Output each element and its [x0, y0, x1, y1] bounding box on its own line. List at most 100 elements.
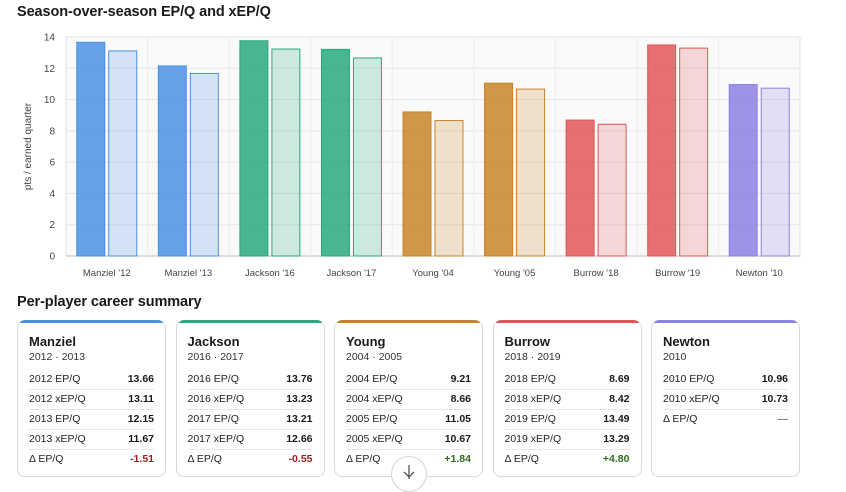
y-tick-label: 4	[49, 189, 55, 200]
stat-row: 2019 EP/Q 13.49	[504, 410, 630, 430]
stat-label: 2004 xEP/Q	[346, 393, 403, 405]
stat-label: 2010 xEP/Q	[663, 393, 720, 405]
stat-value: 12.66	[286, 433, 313, 445]
card-accent-bar	[18, 320, 165, 323]
stat-row: Δ EP/Q +4.80	[505, 450, 630, 469]
card-years: 2010	[663, 351, 687, 363]
y-axis-label: pts / earned quarter	[23, 102, 34, 190]
x-tick-label: Jackson '17	[327, 268, 377, 279]
x-tick-label: Manziel '12	[83, 268, 131, 279]
card-years: 2012 · 2013	[29, 351, 86, 363]
card-stat-list: 2010 EP/Q 10.96 2010 xEP/Q 10.73 Δ EP/Q —	[663, 370, 788, 429]
card-player-name: Burrow	[504, 334, 551, 349]
stat-label: 2019 xEP/Q	[504, 433, 562, 445]
bar-epq	[402, 111, 432, 257]
card-player-name: Young	[346, 334, 386, 349]
stat-row: 2016 EP/Q 13.76	[187, 370, 313, 390]
stat-label: 2004 EP/Q	[346, 373, 398, 385]
stat-value: +1.84	[444, 453, 471, 465]
stat-label: 2017 EP/Q	[187, 413, 239, 425]
stat-label: 2005 EP/Q	[346, 413, 398, 425]
stat-value: 13.66	[127, 373, 154, 385]
card-player-name: Newton	[663, 334, 710, 349]
stat-value: 9.21	[450, 373, 471, 385]
card-stat-list: 2016 EP/Q 13.76 2016 xEP/Q 13.23 2017 EP/Q 13…	[187, 370, 313, 469]
card-stat-list: 2018 EP/Q 8.69 2018 xEP/Q 8.42 2019 EP/Q 13.4…	[504, 370, 630, 469]
x-tick-label: Newton '10	[736, 268, 783, 279]
card-stat-list: 2004 EP/Q 9.21 2004 xEP/Q 8.66 2005 EP/Q 11.0…	[346, 370, 471, 469]
stat-row: 2012 EP/Q 13.66	[29, 370, 154, 390]
stat-label: 2013 xEP/Q	[29, 433, 86, 445]
stat-value: 8.66	[450, 393, 471, 405]
stat-label: Δ EP/Q	[663, 413, 698, 425]
stat-row: 2004 EP/Q 9.21	[346, 370, 471, 390]
bar-xepq	[679, 47, 709, 257]
bar-xepq	[597, 123, 627, 257]
stat-row: 2017 EP/Q 13.21	[187, 410, 313, 430]
stat-row: 2013 EP/Q 12.15	[29, 410, 154, 430]
card-accent-bar	[652, 320, 799, 323]
card-accent-bar	[176, 320, 324, 323]
stat-row: 2010 EP/Q 10.96	[663, 370, 788, 390]
bar-xepq	[108, 50, 138, 257]
stat-label: 2012 EP/Q	[29, 373, 81, 385]
x-tick-label: Manziel '13	[164, 268, 212, 279]
stat-value: 13.23	[286, 393, 313, 405]
stat-value: 13.21	[286, 413, 313, 425]
stat-value: 10.96	[761, 373, 788, 385]
x-tick-label: Young '05	[494, 268, 536, 279]
bar-epq	[239, 40, 269, 257]
x-tick-label: Burrow '19	[655, 268, 700, 279]
y-tick-label: 2	[49, 220, 55, 231]
stat-label: 2019 EP/Q	[504, 413, 556, 425]
x-tick-label: Burrow '18	[574, 268, 619, 279]
bar-epq	[76, 41, 106, 257]
plot-area	[65, 36, 801, 257]
y-tick-label: 14	[44, 33, 56, 44]
stat-value: 13.11	[128, 393, 154, 405]
player-card-young: Young 2004 · 2005 2004 EP/Q 9.21 2004 xEP/Q 8…	[334, 320, 483, 477]
stat-row: 2016 xEP/Q 13.23	[187, 390, 313, 410]
stat-value: 10.67	[444, 433, 471, 445]
stat-label: 2012 xEP/Q	[29, 393, 86, 405]
stat-label: 2018 EP/Q	[504, 373, 556, 385]
stat-value: 8.42	[609, 393, 630, 405]
stat-value: 13.49	[603, 413, 630, 425]
card-stat-list: 2012 EP/Q 13.66 2012 xEP/Q 13.11 2013 EP/Q 12…	[29, 370, 154, 469]
stat-label: Δ EP/Q	[29, 453, 64, 465]
stat-row: 2004 xEP/Q 8.66	[346, 390, 471, 410]
card-player-name: Jackson	[187, 334, 240, 349]
stat-row: 2005 xEP/Q 10.67	[346, 430, 471, 450]
bar-epq	[565, 119, 595, 257]
stat-label: Δ EP/Q	[187, 453, 222, 465]
stat-label: 2017 xEP/Q	[187, 433, 245, 445]
player-card-newton: Newton 2010 2010 EP/Q 10.96 2010 xEP/Q 10.73 Δ…	[651, 320, 800, 477]
stat-value: 13.29	[603, 433, 630, 445]
stat-row: 2018 xEP/Q 8.42	[504, 390, 630, 410]
stat-label: 2013 EP/Q	[29, 413, 81, 425]
card-player-name: Manziel	[29, 334, 76, 349]
stat-row: 2010 xEP/Q 10.73	[663, 390, 788, 410]
stat-label: 2010 EP/Q	[663, 373, 715, 385]
y-tick-label: 12	[44, 64, 56, 75]
stat-value: 13.76	[286, 373, 313, 385]
stat-row: 2013 xEP/Q 11.67	[29, 430, 154, 450]
stat-label: 2016 EP/Q	[187, 373, 239, 385]
bar-xepq	[516, 88, 546, 257]
bar-xepq	[271, 48, 301, 257]
player-card-jackson: Jackson 2016 · 2017 2016 EP/Q 13.76 2016 xEP…	[175, 320, 325, 477]
stat-label: Δ EP/Q	[346, 453, 381, 465]
bar-xepq	[352, 57, 382, 257]
bar-xepq	[434, 120, 464, 257]
bar-chart: 0 2 4 6 8 10 12 14 pts / earned quarter Manziel '…	[23, 33, 801, 279]
y-tick-label: 0	[49, 252, 55, 263]
scroll-down-button[interactable]	[391, 456, 427, 492]
stat-value: 12.15	[127, 413, 154, 425]
stat-label: Δ EP/Q	[504, 453, 539, 465]
bar-xepq	[189, 72, 219, 257]
stat-row: 2018 EP/Q 8.69	[504, 370, 630, 390]
bar-epq	[728, 84, 758, 257]
stat-row: 2017 xEP/Q 12.66	[187, 430, 313, 450]
stat-value: -0.55	[288, 453, 313, 465]
card-accent-bar	[493, 320, 641, 323]
